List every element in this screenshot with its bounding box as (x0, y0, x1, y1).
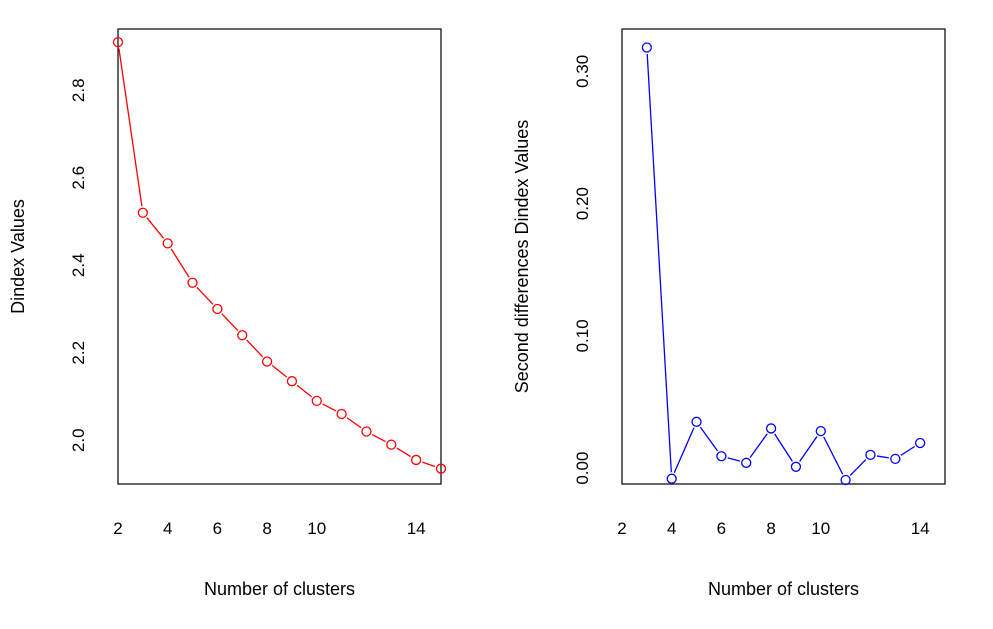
series-segment (271, 365, 288, 378)
series-segment (900, 445, 916, 456)
series-segment (774, 433, 793, 462)
data-point (162, 238, 173, 249)
y-tick-label: 0.00 (573, 452, 592, 485)
y-tick-label: 2.4 (69, 253, 88, 277)
series-segment (221, 313, 239, 331)
series-segment (146, 217, 165, 239)
series-segment (322, 403, 337, 412)
data-point (137, 207, 148, 218)
y-tick-label: 2.2 (69, 341, 88, 365)
series-segment (346, 417, 362, 429)
series-segment (196, 287, 214, 305)
y-axis-title: Dindex Values (8, 199, 28, 314)
chart-left-dindex: 2 4 6 8 10 14 2.0 2.2 2.4 2.6 2.8 Number of cluster… (8, 28, 447, 599)
series-segment (296, 384, 313, 398)
data-point (741, 457, 752, 468)
data-point (311, 395, 322, 407)
series-segment (246, 339, 264, 358)
series-segment (422, 461, 436, 468)
series-segment (876, 455, 889, 459)
x-tick-label: 4 (163, 519, 172, 538)
data-point (691, 416, 702, 427)
y-tick-label: 0.30 (573, 55, 592, 88)
y-tick-label: 2.0 (69, 428, 88, 452)
x-tick-label: 8 (262, 519, 271, 538)
series-segment (799, 436, 818, 462)
data-point (361, 426, 372, 437)
series-segment (673, 427, 695, 474)
x-tick-label: 2 (113, 519, 122, 538)
y-tick-label: 2.6 (69, 166, 88, 190)
x-tick-label: 8 (766, 519, 775, 538)
chart-right-second-differences: 2 4 6 8 10 14 0.00 0.10 0.20 0.30 Number of cluste… (512, 28, 946, 599)
series-segment (749, 433, 768, 458)
data-point (386, 439, 397, 450)
data-point (112, 36, 124, 48)
plot-frame (621, 28, 946, 485)
data-point (840, 474, 851, 486)
data-point (716, 451, 727, 462)
series-segment (170, 248, 190, 278)
series-segment (118, 48, 143, 207)
x-tick-label: 2 (617, 519, 626, 538)
x-tick-label: 14 (407, 519, 426, 538)
data-point (435, 463, 447, 474)
data-point (790, 461, 802, 472)
x-axis-title: Number of clusters (708, 579, 859, 599)
data-point (641, 42, 652, 53)
x-tick-label: 6 (717, 519, 726, 538)
series-segment (396, 447, 411, 458)
data-point (915, 437, 926, 449)
plot-frame (117, 28, 442, 485)
y-tick-label: 0.20 (573, 187, 592, 220)
series-segment (727, 457, 741, 462)
data-point (261, 356, 273, 367)
series-segment (823, 436, 844, 475)
series-segment (646, 53, 672, 473)
data-point (890, 453, 901, 465)
x-tick-label: 10 (811, 519, 830, 538)
series-segment (849, 459, 867, 476)
x-tick-label: 14 (911, 519, 930, 538)
data-point (336, 408, 347, 420)
data-point (187, 277, 198, 288)
data-point (815, 425, 826, 437)
data-point (212, 303, 223, 315)
x-tick-label: 6 (213, 519, 222, 538)
y-axis-title: Second differences Dindex Values (512, 120, 532, 394)
data-point (286, 376, 298, 387)
series-segment (371, 433, 386, 443)
data-point (666, 473, 677, 484)
x-tick-label: 10 (307, 519, 326, 538)
y-tick-label: 2.8 (69, 78, 88, 102)
data-point (765, 423, 777, 434)
series-segment (699, 426, 719, 452)
x-tick-label: 4 (667, 519, 676, 538)
data-point (237, 330, 248, 341)
data-point (865, 449, 876, 461)
y-tick-label: 0.10 (573, 319, 592, 352)
x-axis-title: Number of clusters (204, 579, 355, 599)
data-point (411, 454, 422, 466)
